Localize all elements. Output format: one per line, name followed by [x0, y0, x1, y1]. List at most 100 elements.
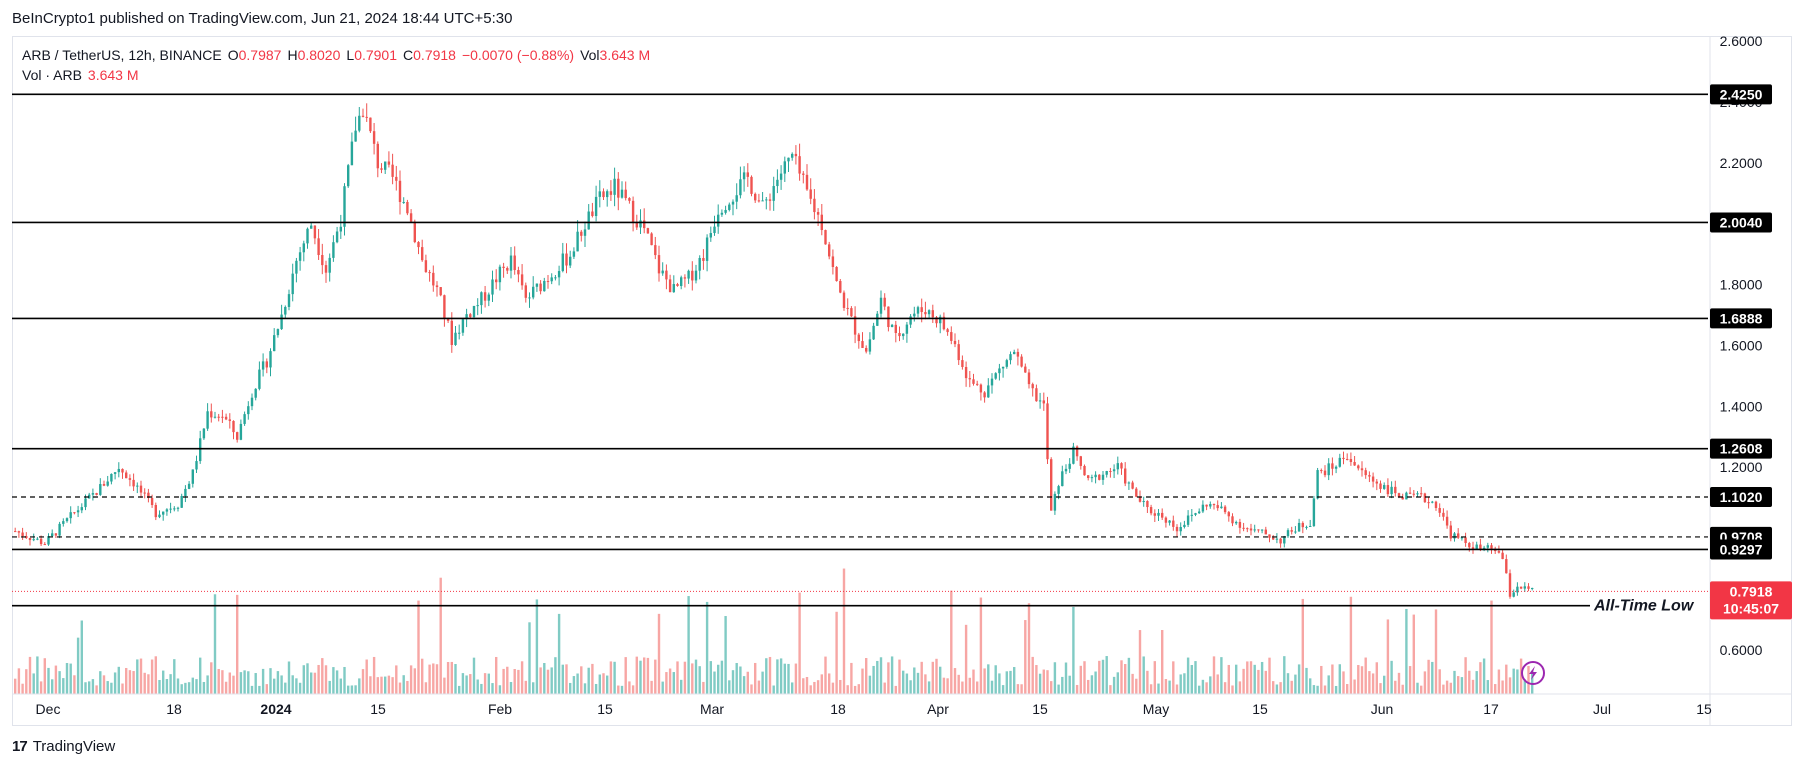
time-tick-label: 15 [597, 701, 613, 717]
level-price-label: 1.2608 [1720, 441, 1763, 457]
volume-indicator-label[interactable]: Vol · ARB [22, 67, 82, 83]
support-resistance-levels [12, 93, 1708, 607]
price-tags: 2.42502.00401.68881.26081.10200.97080.92… [1710, 84, 1792, 620]
volume-bar [1312, 685, 1316, 694]
candle-body [258, 369, 261, 389]
candle-body [199, 438, 202, 462]
candle-body [1464, 537, 1467, 544]
candle-body [765, 199, 768, 201]
candle-body [1050, 459, 1053, 511]
volume-bar [920, 661, 923, 694]
candle-body [631, 200, 635, 223]
candle-body [809, 189, 812, 199]
candle-body [1205, 504, 1208, 507]
volume-bar [1109, 685, 1112, 694]
candle-body [831, 256, 835, 268]
candle-body [280, 314, 283, 330]
candle-body [380, 168, 383, 170]
candle-body [916, 307, 920, 314]
volume-bar [213, 594, 217, 694]
candle-body [36, 538, 39, 540]
volume-bar [332, 667, 335, 694]
candle-body [472, 305, 476, 318]
volume-bar [809, 685, 812, 694]
candle-body [483, 292, 487, 301]
volume-bar [210, 662, 213, 694]
candle-body [1112, 469, 1116, 472]
volume-bar [842, 568, 846, 694]
candle-body [876, 313, 879, 326]
symbol-name[interactable]: ARB / TetherUS, 12h, BINANCE [22, 47, 222, 63]
time-axis[interactable]: Dec 18 2024 15 Feb 15 Mar 18 Apr 15 May 15 Jun 17 Jul 1… [36, 701, 1712, 717]
volume-bar [1405, 608, 1408, 694]
volume-bar [361, 669, 365, 694]
volume-bar [650, 680, 653, 694]
volume-bar [983, 668, 986, 694]
candle-body [1501, 552, 1504, 560]
candle-body [561, 253, 564, 272]
candle-body [162, 511, 165, 515]
candle-body [1216, 505, 1219, 509]
candle-body [395, 176, 398, 181]
candle-body [1231, 516, 1234, 524]
candle-body [680, 277, 683, 287]
volume-bar [298, 682, 302, 694]
volume-bar [1179, 674, 1182, 694]
volume-bar [1153, 661, 1156, 694]
candle-body [1194, 513, 1197, 515]
volume-bar [1423, 671, 1427, 694]
volume-bar [1020, 684, 1023, 694]
volume-bar [1286, 673, 1290, 694]
volume-bar [802, 678, 805, 694]
candle-body [791, 153, 794, 158]
candle-body [1320, 470, 1323, 472]
volume-bar [1249, 661, 1253, 694]
candle-body [402, 201, 405, 203]
candle-body [1371, 476, 1375, 482]
candle-body [702, 257, 705, 261]
volume-bar [861, 668, 864, 694]
time-tick-label: 2024 [260, 701, 291, 717]
volume-bar [1146, 670, 1149, 694]
chart-frame [12, 36, 1792, 726]
volume-bar [269, 668, 272, 694]
volume-bar [1016, 684, 1020, 694]
footer-brand[interactable]: 17 TradingView [12, 738, 115, 755]
volume-bar [95, 685, 98, 694]
volume-bar [691, 663, 694, 694]
volume-bar [417, 600, 420, 694]
candle-body [1312, 498, 1316, 527]
volume-bar [339, 678, 342, 694]
volume-bar [813, 681, 816, 694]
volume-bar [779, 658, 783, 694]
volume-bar [1157, 683, 1160, 694]
candle-body [587, 211, 590, 230]
lightning-icon[interactable] [1521, 661, 1545, 685]
candle-body [317, 238, 320, 256]
volume-bar [968, 677, 971, 694]
candle-body [110, 473, 113, 482]
volume-bar [384, 676, 387, 694]
candle-body [1420, 493, 1423, 495]
candle-body [946, 329, 949, 333]
candle-body [1024, 366, 1027, 373]
candle-body [1527, 586, 1530, 589]
candle-body [1246, 528, 1249, 530]
volume-bar [543, 662, 546, 694]
volume-bar [931, 661, 934, 694]
volume-bar [1042, 669, 1045, 694]
volume-bar [1501, 680, 1504, 694]
volume-bar [502, 668, 505, 694]
volume-bar [165, 679, 169, 694]
candle-body [1124, 468, 1127, 484]
volume-bar [572, 676, 576, 694]
volume-bar [76, 637, 80, 694]
candle-body [964, 366, 968, 379]
candle-body [128, 478, 132, 480]
price-axis[interactable]: 2.60002.40002.20002.00001.80001.60001.40… [1720, 33, 1763, 658]
candle-body [243, 414, 246, 424]
volume-bar [1275, 684, 1279, 694]
volume-bar [487, 673, 490, 694]
candle-body [983, 392, 986, 398]
